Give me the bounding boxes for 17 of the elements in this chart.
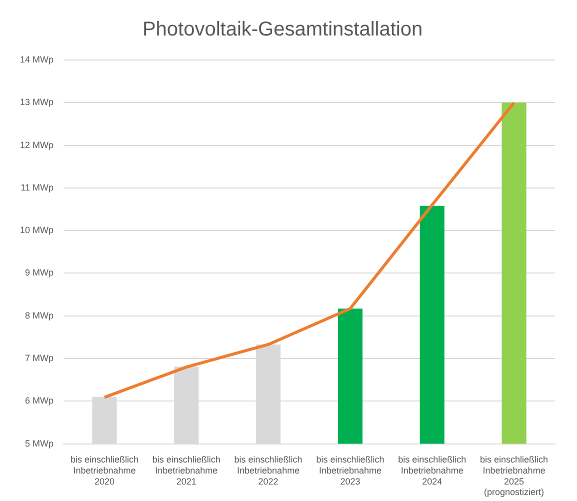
- x-tick-label: bis einschließlich Inbetriebnahme 2023: [316, 454, 384, 486]
- y-tick-label: 6 MWp: [24, 396, 54, 406]
- x-tick-label: bis einschließlich Inbetriebnahme 2021: [152, 454, 220, 486]
- y-tick-label: 13 MWp: [20, 97, 54, 108]
- y-tick-label: 9 MWp: [24, 268, 54, 278]
- y-tick-label: 5 MWp: [24, 438, 54, 448]
- x-tick-label: bis einschließlich Inbetriebnahme 2025 (prognostiziert): [480, 454, 548, 498]
- x-tick-label: bis einschließlich Inbetriebnahme 2022: [234, 454, 302, 486]
- y-tick-label: 14 MWp: [20, 54, 54, 64]
- x-tick-label: bis einschließlich Inbetriebnahme 2020: [70, 454, 138, 486]
- y-tick-label: 10 MWp: [20, 225, 54, 236]
- y-tick-label: 7 MWp: [24, 352, 54, 363]
- y-tick-label: 12 MWp: [20, 140, 54, 150]
- chart-title: Photovoltaik-Gesamtinstallation: [142, 18, 423, 41]
- y-tick-label: 11 MWp: [20, 182, 54, 192]
- y-tick-label: 8 MWp: [24, 310, 54, 320]
- x-tick-label: bis einschließlich Inbetriebnahme 2024: [398, 454, 466, 486]
